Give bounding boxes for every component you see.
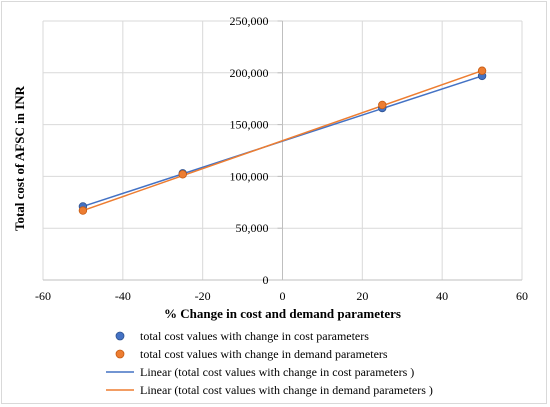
legend: total cost values with change in cost pa… [106,329,433,397]
y-tick-label: 250,000 [230,14,269,28]
legend-marker [115,331,125,341]
tick-labels: -60 -40 -20 0 20 40 60 0 50,000 100,000 150,000 200… [35,14,528,303]
y-axis-title: Total cost of AFSC in INR [12,85,27,231]
y-tick-label: 150,000 [230,118,269,132]
x-tick-label: -40 [115,289,131,303]
y-tick-label: 200,000 [230,66,269,80]
x-tick-label: 20 [356,289,368,303]
data-point [378,100,387,110]
axes [43,20,522,281]
legend-entry: Linear (total cost values with change in… [140,383,433,397]
y-tick-label: 100,000 [230,169,269,183]
legend-entry: total cost values with change in demand … [140,347,388,361]
y-tick-label: 50,000 [236,221,269,235]
data-point [178,170,187,179]
x-tick-label: 60 [516,289,528,303]
series-layer [78,66,487,215]
data-point [78,206,88,215]
trendline [82,70,483,212]
x-tick-label: -60 [35,289,51,303]
x-tick-label: -20 [195,289,211,303]
x-tick-label: 40 [436,289,448,303]
x-tick-label: 0 [280,289,286,303]
legend-marker [115,349,125,359]
data-point [477,66,487,75]
legend-entry: total cost values with change in cost pa… [140,329,369,343]
legend-entry: Linear (total cost values with change in… [140,365,414,379]
y-tick-label: 0 [263,273,269,287]
x-axis-title: % Change in cost and demand parameters [164,306,401,321]
